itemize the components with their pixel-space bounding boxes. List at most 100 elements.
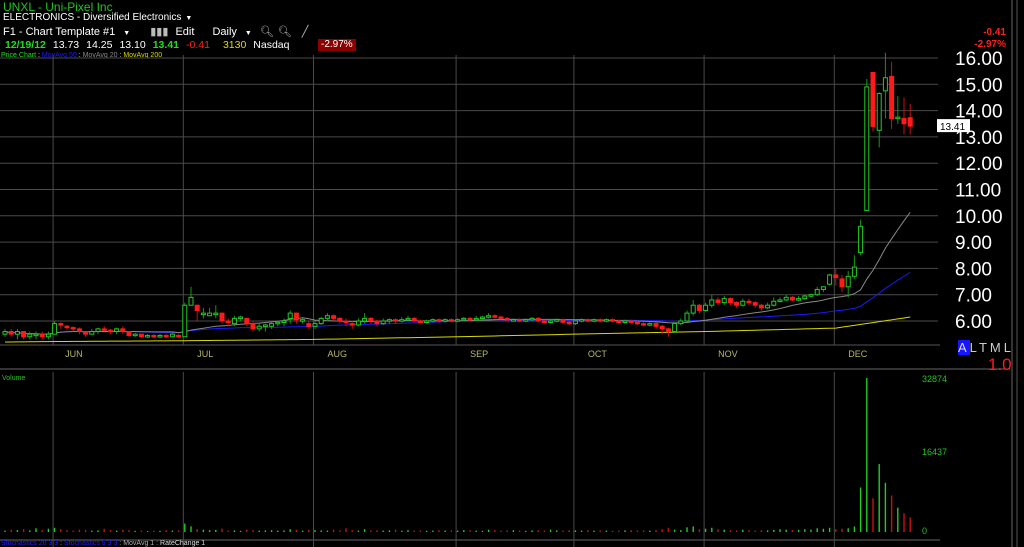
- candle: [83, 331, 89, 337]
- candle: [783, 294, 789, 302]
- candle: [851, 255, 857, 279]
- candle: [45, 331, 51, 340]
- quote-low: 13.10: [119, 39, 146, 51]
- candle: [820, 286, 826, 293]
- price-tick-label: 10.00: [955, 207, 1003, 228]
- legend-ratechange[interactable]: RateChange 1: [160, 540, 206, 547]
- price-tick-label: 16.00: [955, 49, 1003, 70]
- candle: [70, 326, 76, 332]
- mode-l-button[interactable]: L: [969, 340, 979, 355]
- candle: [610, 318, 616, 323]
- candle-body: [715, 299, 721, 304]
- candle-body: [145, 334, 151, 338]
- mode-m-button[interactable]: M: [989, 340, 1004, 355]
- candle: [659, 324, 665, 335]
- legend-movavg-1[interactable]: MovAvg 1: [123, 540, 155, 547]
- candle: [262, 323, 268, 332]
- candle: [634, 321, 640, 325]
- candle: [554, 318, 560, 323]
- candle: [132, 332, 138, 337]
- candle-body: [362, 317, 368, 322]
- candle-body: [690, 304, 696, 314]
- candle-body: [157, 334, 163, 338]
- right-change-readout: -0.41 -2.97%: [974, 27, 1006, 51]
- candle-body: [777, 299, 783, 302]
- legend-stoch-20[interactable]: Stochastics 20 3 3: [1, 540, 59, 547]
- candle: [647, 322, 653, 327]
- sector-dropdown[interactable]: ELECTRONICS - Diversified Electronics ▼: [3, 12, 192, 23]
- candle: [752, 301, 758, 308]
- candle: [789, 296, 795, 302]
- candle-body: [678, 320, 684, 325]
- candle: [182, 302, 188, 338]
- candle: [585, 318, 591, 323]
- candle: [839, 274, 845, 293]
- candle-body: [746, 300, 752, 304]
- candle-body: [188, 296, 194, 306]
- candle-body: [901, 117, 907, 125]
- candle-body: [368, 317, 374, 322]
- mode-l2-button[interactable]: L: [1003, 340, 1014, 355]
- legend-ma50[interactable]: MovAvg 50: [41, 52, 77, 59]
- candle-body: [45, 333, 51, 338]
- candle: [523, 318, 529, 323]
- candle: [287, 310, 293, 324]
- period-dropdown[interactable]: Daily ▼: [212, 26, 255, 38]
- candle: [362, 313, 368, 324]
- candle-body: [312, 323, 318, 327]
- candle-body: [876, 93, 882, 131]
- mode-t-button[interactable]: T: [978, 340, 990, 355]
- candle: [504, 317, 510, 321]
- candle: [690, 299, 696, 316]
- template-dropdown[interactable]: F1 - Chart Template #1 ▼: [3, 26, 134, 38]
- candle-body: [510, 319, 516, 322]
- candle: [771, 297, 777, 307]
- candle: [696, 303, 702, 314]
- month-label: AUG: [328, 349, 348, 359]
- candle: [430, 318, 436, 323]
- candle-body: [721, 298, 727, 304]
- chevron-down-icon: ▼: [244, 29, 252, 37]
- candle: [907, 104, 913, 135]
- zoom-out-icon[interactable]: 🔍︎: [277, 26, 292, 38]
- zoom-in-icon[interactable]: 🔍︎: [259, 26, 274, 38]
- price-legend: Price Chart : MovAvg 50 : MovAvg 20 : Mo…: [1, 52, 162, 59]
- mode-a-button[interactable]: A: [958, 340, 970, 355]
- candle-body: [684, 312, 690, 322]
- candle-body: [76, 328, 82, 333]
- candle-body: [163, 334, 169, 338]
- candle: [461, 317, 467, 321]
- candle: [665, 327, 671, 337]
- candle-body: [839, 278, 845, 288]
- edit-button[interactable]: ▮▮▮ Edit: [150, 25, 198, 38]
- candle-body: [300, 319, 306, 322]
- candle-body: [132, 333, 138, 337]
- candle-body: [523, 319, 529, 322]
- candle: [541, 319, 547, 324]
- candle-body: [572, 320, 578, 325]
- candle: [355, 318, 361, 327]
- legend-ma20[interactable]: MovAvg 20: [82, 52, 118, 59]
- candle: [250, 321, 256, 332]
- candle: [858, 219, 864, 256]
- legend-sep: :: [58, 540, 65, 547]
- candle-body: [659, 325, 665, 330]
- candle: [2, 328, 8, 337]
- candle: [33, 331, 39, 340]
- legend-price-chart[interactable]: Price Chart: [1, 52, 37, 59]
- candle-body: [641, 323, 647, 326]
- candle-body: [672, 323, 678, 333]
- candle-body: [293, 312, 299, 321]
- candle: [95, 327, 101, 335]
- candle-body: [107, 329, 113, 333]
- candle-body: [244, 317, 250, 325]
- candle: [238, 315, 244, 321]
- legend-ma200[interactable]: MovAvg 200: [123, 52, 163, 59]
- candle-body: [238, 316, 244, 320]
- draw-pencil-icon[interactable]: ╱: [301, 26, 309, 38]
- candle: [895, 96, 901, 124]
- candle-body: [467, 317, 473, 321]
- candle-body: [486, 315, 492, 318]
- legend-stoch-5[interactable]: Stochastics 5 3 3: [64, 540, 118, 547]
